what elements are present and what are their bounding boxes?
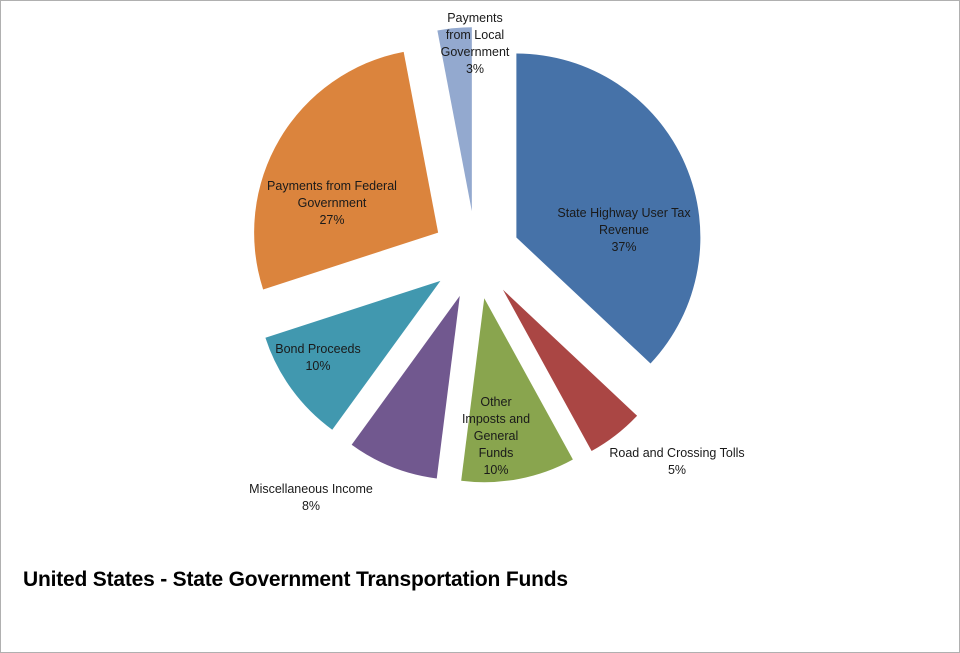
- data-label-2: Road and Crossing Tolls 5%: [609, 446, 744, 477]
- data-label-line: 8%: [302, 499, 320, 513]
- pie-slice-1: [516, 53, 701, 364]
- pie-slice-5: [265, 280, 441, 430]
- data-label-line: 5%: [668, 463, 686, 477]
- pie-slice-2: [502, 289, 638, 452]
- data-label-1: State Highway User Tax Revenue 37%: [557, 206, 691, 254]
- data-label-line: Revenue: [599, 223, 649, 237]
- data-label-line: Payments: [447, 11, 503, 25]
- pie-slice-6: [254, 51, 439, 290]
- data-label-line: 3%: [466, 62, 484, 76]
- data-label-line: Other: [480, 395, 511, 409]
- data-label-line: Payments from Federal: [267, 179, 397, 193]
- data-label-line: Government: [298, 196, 367, 210]
- data-label-4: Miscellaneous Income 8%: [249, 482, 373, 513]
- data-label-line: 27%: [319, 213, 344, 227]
- data-label-line: Funds: [479, 446, 514, 460]
- pie-slice-7: [437, 27, 472, 212]
- data-label-6: Payments from Federal Government 27%: [267, 179, 397, 227]
- data-label-line: from Local: [446, 28, 504, 42]
- data-label-line: Miscellaneous Income: [249, 482, 373, 496]
- data-label-line: State Highway User Tax: [557, 206, 691, 220]
- chart-title: United States - State Government Transpo…: [23, 568, 568, 591]
- pie-slice-3: [461, 298, 573, 483]
- data-label-line: Bond Proceeds: [275, 342, 360, 356]
- data-label-5: Bond Proceeds 10%: [275, 342, 360, 373]
- data-label-line: 10%: [305, 359, 330, 373]
- data-label-line: Road and Crossing Tolls: [609, 446, 744, 460]
- data-label-7: Payments from Local Government 3%: [441, 11, 510, 76]
- data-label-line: 10%: [483, 463, 508, 477]
- data-label-line: General: [474, 429, 518, 443]
- pie-slice-4: [351, 295, 460, 479]
- data-label-3: Other Imposts and General Funds 10%: [462, 395, 530, 477]
- data-label-line: Government: [441, 45, 510, 59]
- data-label-line: 37%: [611, 240, 636, 254]
- data-label-line: Imposts and: [462, 412, 530, 426]
